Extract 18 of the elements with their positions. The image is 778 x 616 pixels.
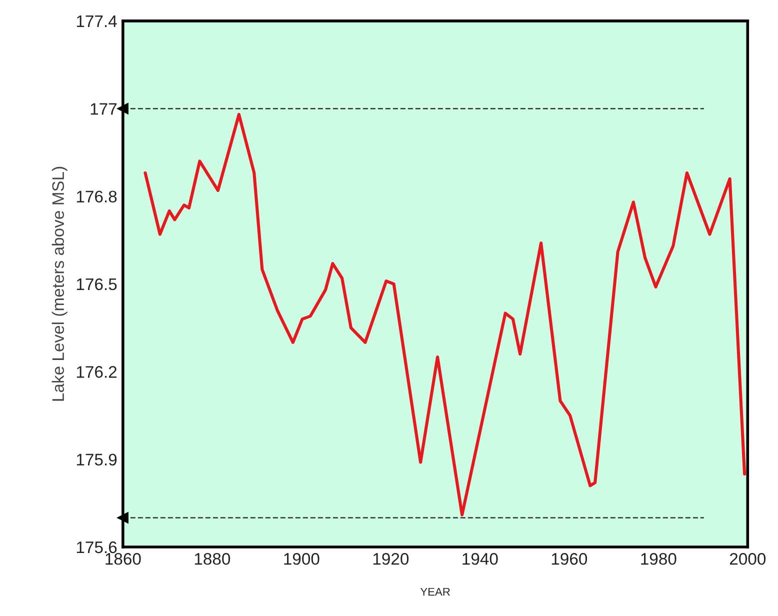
x-tick-label: 2000 (730, 553, 766, 565)
x-tick-label: 1860 (106, 553, 141, 565)
y-tick-label: 175.6 (76, 541, 117, 554)
x-tick-label: 1920 (373, 553, 409, 565)
x-axis-title: YEAR (420, 588, 450, 596)
y-tick-label: 176.8 (76, 190, 117, 202)
x-tick-label: 1980 (641, 553, 676, 565)
line-series (144, 112, 746, 516)
y-tick-label: 176.2 (76, 366, 117, 378)
y-tick-label: 175.9 (76, 454, 117, 466)
y-tick-label: 176.5 (76, 278, 117, 290)
y-tick-label: 177.4 (76, 16, 117, 27)
x-tick-label: 1960 (552, 553, 588, 565)
y-axis-title: Lake Level (meters above MSL) (52, 166, 68, 401)
x-tick-label: 1940 (462, 553, 498, 565)
x-tick-label: 1900 (284, 553, 320, 565)
x-tick-label: 1880 (194, 553, 230, 565)
y-tick-label: 177 (90, 103, 117, 115)
